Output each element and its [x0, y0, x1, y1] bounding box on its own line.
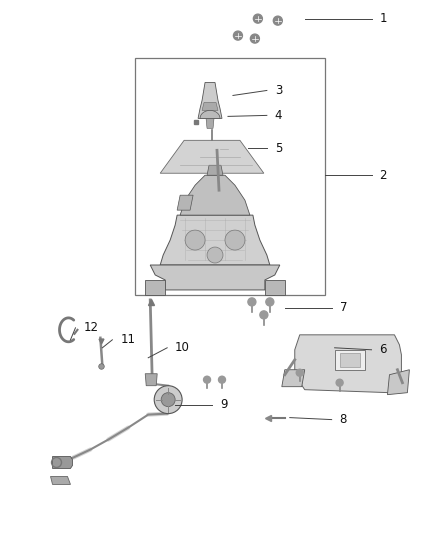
Polygon shape: [160, 140, 264, 173]
Text: 1: 1: [379, 12, 387, 25]
Text: 8: 8: [339, 413, 347, 426]
Circle shape: [254, 14, 262, 23]
Circle shape: [225, 230, 245, 250]
Polygon shape: [388, 370, 410, 394]
Polygon shape: [50, 477, 71, 484]
Text: 9: 9: [220, 398, 227, 411]
Polygon shape: [282, 370, 305, 386]
Polygon shape: [206, 118, 214, 128]
Circle shape: [260, 311, 268, 319]
Circle shape: [207, 247, 223, 263]
Text: 5: 5: [275, 142, 282, 155]
Text: 6: 6: [379, 343, 387, 356]
Circle shape: [296, 369, 303, 376]
Polygon shape: [145, 374, 157, 386]
Text: 12: 12: [83, 321, 99, 334]
Text: 4: 4: [275, 109, 283, 122]
Circle shape: [154, 386, 182, 414]
Circle shape: [219, 376, 226, 383]
Circle shape: [185, 230, 205, 250]
Polygon shape: [265, 280, 285, 295]
Polygon shape: [207, 165, 223, 175]
Text: 10: 10: [175, 341, 190, 354]
Bar: [135, 58, 325, 295]
Polygon shape: [53, 456, 72, 469]
Circle shape: [336, 379, 343, 386]
Circle shape: [204, 376, 211, 383]
Circle shape: [266, 298, 274, 306]
Circle shape: [248, 298, 256, 306]
Polygon shape: [160, 215, 270, 265]
Polygon shape: [145, 280, 165, 295]
Polygon shape: [150, 265, 280, 290]
Polygon shape: [180, 175, 250, 215]
Text: 11: 11: [120, 333, 135, 346]
Circle shape: [251, 34, 259, 43]
Polygon shape: [198, 83, 222, 118]
Polygon shape: [202, 102, 218, 110]
Circle shape: [233, 31, 242, 40]
Circle shape: [273, 16, 283, 25]
Text: 3: 3: [275, 84, 282, 97]
Polygon shape: [295, 335, 401, 393]
Polygon shape: [339, 353, 360, 367]
Circle shape: [161, 393, 175, 407]
Polygon shape: [335, 350, 364, 370]
Text: 7: 7: [339, 301, 347, 314]
Polygon shape: [177, 195, 193, 210]
Polygon shape: [200, 110, 220, 118]
Text: 2: 2: [379, 169, 387, 182]
